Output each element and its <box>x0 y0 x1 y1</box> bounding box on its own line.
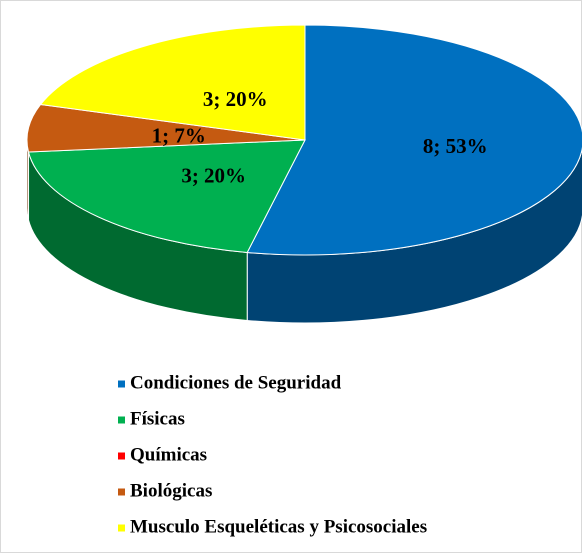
legend-swatch <box>118 416 125 424</box>
data-label: 8; 53% <box>423 134 488 158</box>
data-label: 3; 20% <box>203 87 268 111</box>
legend-label: Musculo Esqueléticas y Psicosociales <box>130 516 427 537</box>
legend-swatch <box>118 524 125 532</box>
slice <box>27 139 306 254</box>
legend-swatch <box>118 380 125 388</box>
legend-label: Químicas <box>130 444 207 465</box>
data-label: 3; 20% <box>181 163 246 187</box>
legend-label: Condiciones de Seguridad <box>130 372 342 393</box>
slice <box>39 24 306 141</box>
legend-swatch <box>118 488 125 496</box>
legend-label: Físicas <box>130 408 185 429</box>
data-label: 1; 7% <box>152 123 206 147</box>
legend-swatch <box>118 452 125 460</box>
slice <box>246 24 582 256</box>
slice <box>26 103 306 153</box>
legend-label: Biológicas <box>130 480 212 501</box>
